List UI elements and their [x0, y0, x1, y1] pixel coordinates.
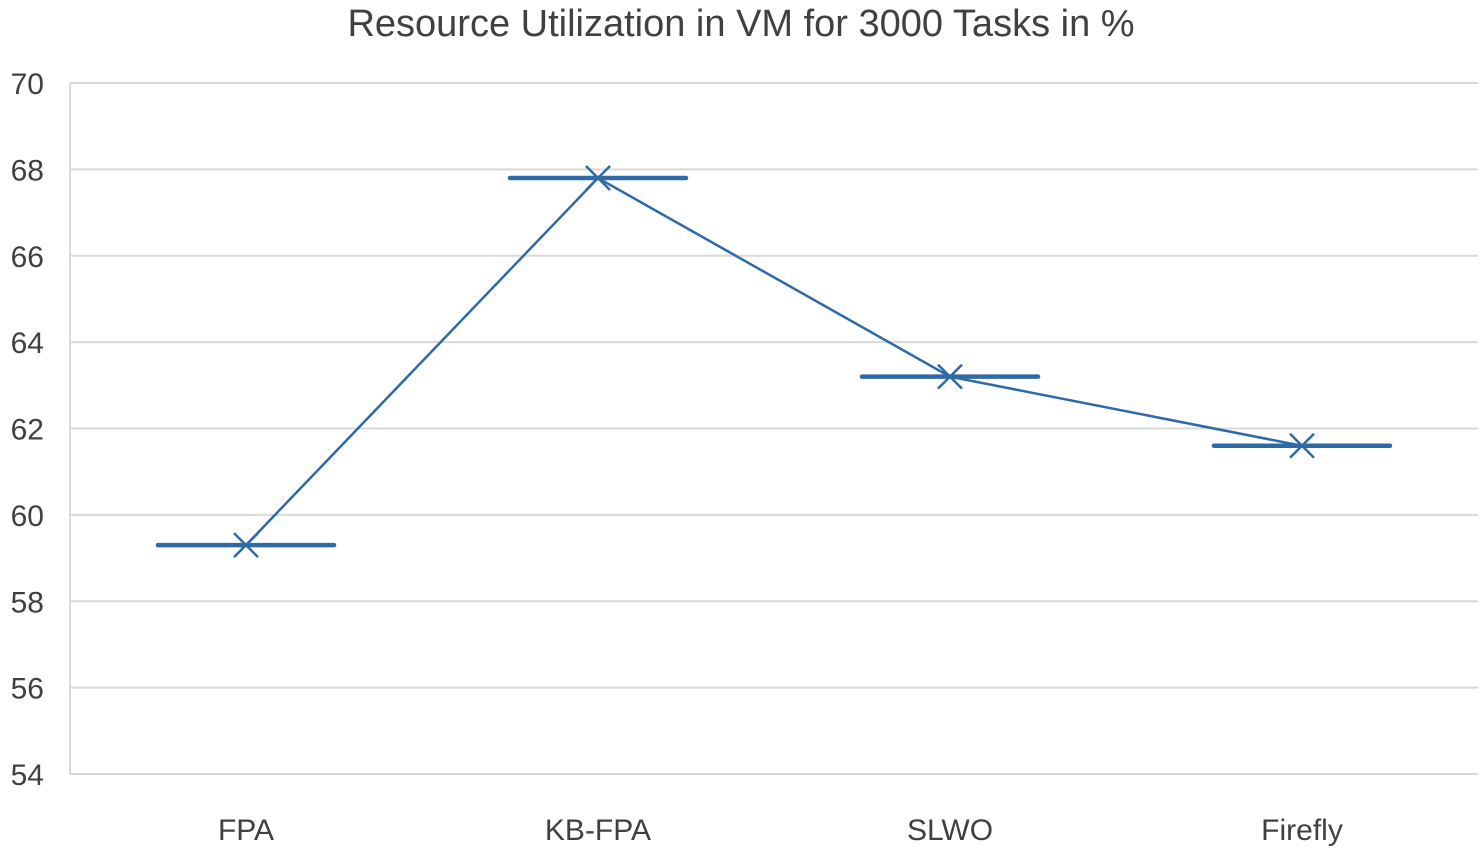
- x-tick-label: FPA: [218, 814, 274, 847]
- y-tick-label: 70: [11, 68, 44, 101]
- y-tick-label: 58: [11, 586, 44, 619]
- data-point-fpa: [155, 532, 337, 558]
- marker-x: [1289, 432, 1315, 459]
- gridlines: [69, 82, 1478, 775]
- data-point-slwo: [859, 363, 1041, 390]
- marker-x: [233, 532, 259, 558]
- y-tick-label: 54: [11, 759, 44, 792]
- y-tick-label: 68: [11, 154, 44, 187]
- y-tick-label: 66: [11, 241, 44, 274]
- x-tick-label: SLWO: [907, 814, 993, 847]
- x-tick-label: KB-FPA: [545, 814, 651, 847]
- series-layer: [155, 165, 1393, 558]
- data-point-firefly: [1211, 432, 1393, 459]
- y-tick-label: 64: [11, 327, 44, 360]
- y-tick-label: 56: [11, 673, 44, 706]
- y-tick-label: 60: [11, 500, 44, 533]
- x-tick-label: Firefly: [1261, 814, 1343, 847]
- y-axis-ticks: 54 56 58 60 62 64 66 68 70: [11, 68, 44, 792]
- series-line: [245, 176, 1303, 546]
- chart-title: Resource Utilization in VM for 3000 Task…: [347, 3, 1135, 45]
- marker-x: [585, 165, 611, 191]
- y-tick-label: 62: [11, 414, 44, 447]
- data-point-kb-fpa: [507, 165, 689, 191]
- marker-x: [937, 363, 963, 390]
- x-axis-ticks: FPA KB-FPA SLWO Firefly: [218, 814, 1343, 847]
